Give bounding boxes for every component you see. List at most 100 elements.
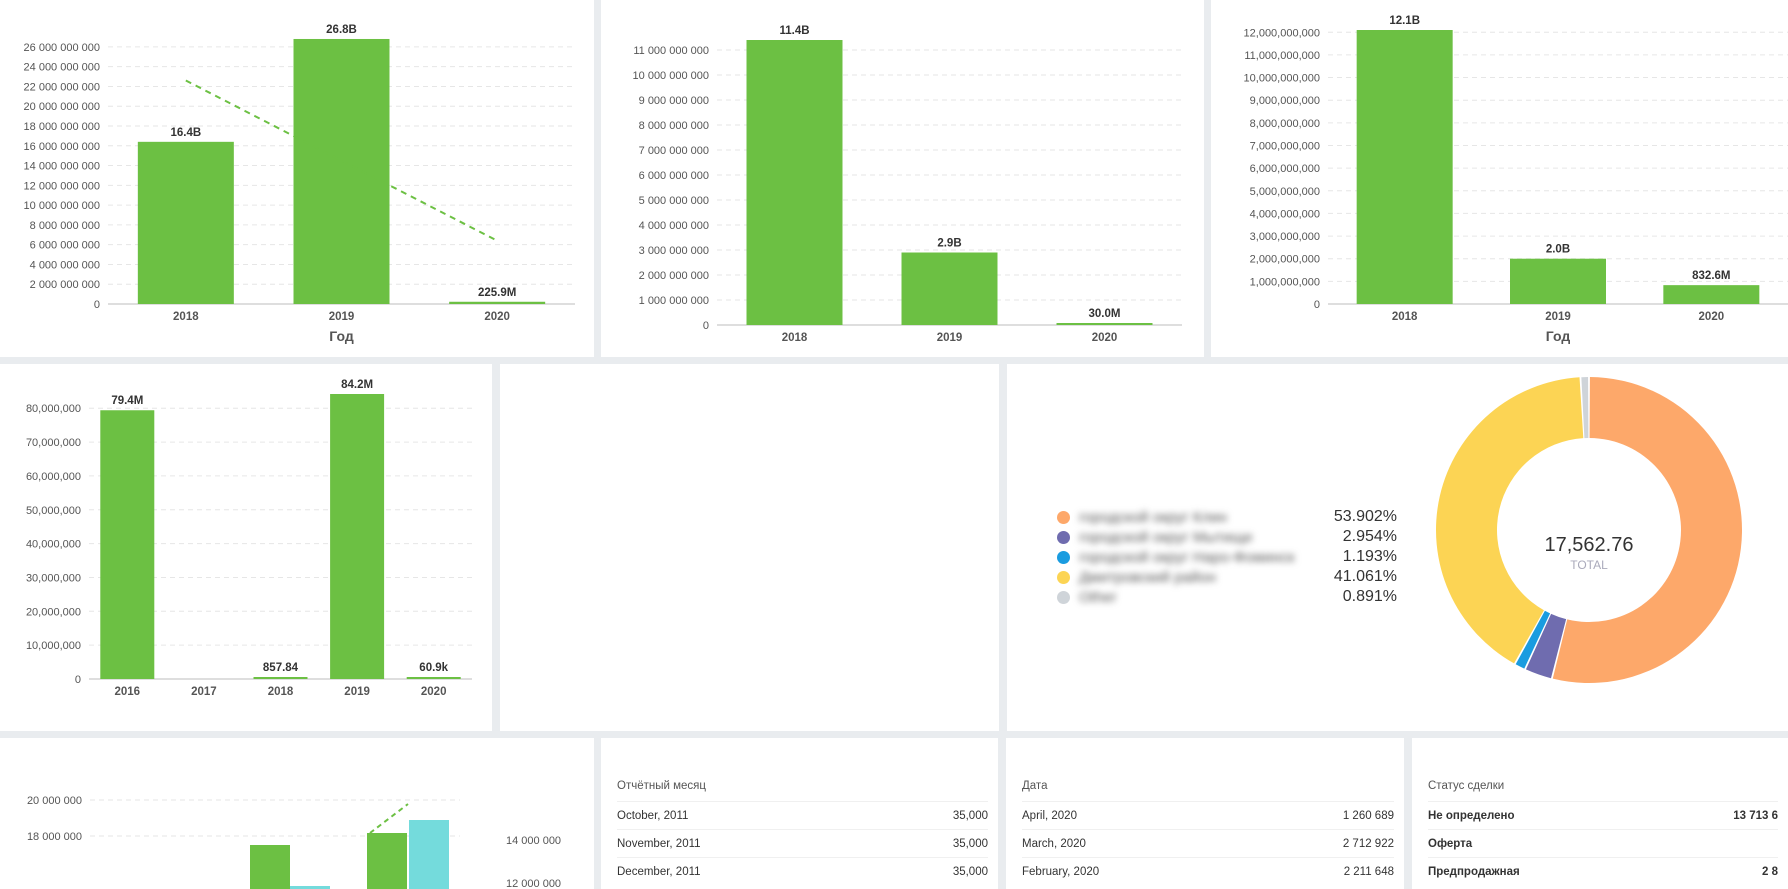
row-value: 35,000 bbox=[952, 810, 988, 822]
table-panel-1: Отчётный месяц October, 2011 35,000 Nove… bbox=[601, 738, 998, 889]
bar bbox=[406, 677, 461, 679]
legend-item[interactable]: Дмитровский район 41.061% bbox=[1057, 568, 1397, 588]
row-label: April, 2020 bbox=[1022, 810, 1077, 822]
y-tick-label: 2 000 000 000 bbox=[639, 270, 709, 282]
bar bbox=[1056, 323, 1153, 325]
data-label: 857.84 bbox=[263, 662, 299, 674]
data-label: 225.9M bbox=[478, 287, 516, 299]
x-tick-label: 2020 bbox=[421, 686, 447, 698]
table-row[interactable]: December, 2011 35,000 bbox=[617, 857, 988, 886]
y-tick-label: 24 000 000 000 bbox=[24, 62, 100, 74]
donut-slice bbox=[1552, 377, 1742, 683]
table-row[interactable]: April, 2020 1 260 689 bbox=[1022, 801, 1394, 830]
y-tick-label: 9 000 000 000 bbox=[639, 95, 709, 107]
table-row[interactable]: March, 2020 2 712 922 bbox=[1022, 829, 1394, 858]
bar bbox=[293, 38, 390, 304]
legend-value: 53.902% bbox=[1333, 508, 1397, 525]
table-row[interactable]: November, 2011 35,000 bbox=[617, 829, 988, 858]
legend-item[interactable]: городской округ Наро-Фоминск 1.193% bbox=[1057, 548, 1397, 568]
y-tick-label: 5,000,000,000 bbox=[1250, 186, 1320, 198]
y-tick-label: 22 000 000 000 bbox=[24, 81, 100, 93]
chart-panel-1: 0 2 000 000 000 4 000 000 000 6 000 000 000… bbox=[0, 0, 594, 357]
table-header[interactable]: Дата bbox=[1022, 780, 1048, 792]
legend-item[interactable]: городской округ Мытищи 2.954% bbox=[1057, 528, 1397, 548]
table-row[interactable]: February, 2020 2 211 648 bbox=[1022, 857, 1394, 886]
data-label: 26.8B bbox=[326, 24, 357, 36]
chart-panel-2: 0 1 000 000 000 2 000 000 000 3 000 000 000… bbox=[601, 0, 1204, 357]
y-tick-label: 1 000 000 000 bbox=[639, 295, 709, 307]
bar bbox=[137, 141, 234, 304]
data-label: 30.0M bbox=[1089, 308, 1121, 320]
legend-dot-1 bbox=[1057, 531, 1070, 544]
trend-line bbox=[185, 79, 498, 242]
data-label: 2.0B bbox=[1546, 244, 1570, 256]
y-tick-label: 16 000 000 000 bbox=[24, 141, 100, 153]
bar bbox=[409, 820, 449, 889]
legend-label: городской округ Клин bbox=[1079, 509, 1228, 526]
y-tick-label: 12 000 000 000 bbox=[24, 180, 100, 192]
y-tick-label: 10 000 000 000 bbox=[24, 200, 100, 212]
y-tick-label: 3 000 000 000 bbox=[639, 245, 709, 257]
table-header[interactable]: Статус сделки bbox=[1428, 780, 1505, 792]
row-label: November, 2011 bbox=[617, 838, 701, 850]
row-value: 35,000 bbox=[952, 838, 988, 850]
bar bbox=[1663, 285, 1760, 304]
y-tick-label: 20,000,000 bbox=[26, 606, 81, 618]
legend-item[interactable]: Other 0.891% bbox=[1057, 588, 1397, 608]
bar bbox=[1510, 258, 1606, 304]
row-value: 1 260 689 bbox=[1342, 810, 1394, 822]
table-row[interactable]: Предпродажная 2 8 bbox=[1428, 857, 1778, 886]
bar bbox=[290, 886, 330, 889]
row-value: 2 712 922 bbox=[1342, 838, 1394, 850]
table-row[interactable]: Оферта bbox=[1428, 829, 1778, 858]
bar bbox=[250, 845, 290, 889]
legend-label: городской округ Наро-Фоминск bbox=[1079, 549, 1295, 566]
row-label: October, 2011 bbox=[617, 810, 689, 822]
legend-item[interactable]: городской округ Клин 53.902% bbox=[1057, 508, 1397, 528]
y-tick-label: 20 000 000 000 bbox=[24, 101, 100, 113]
y-tick-label: 6 000 000 000 bbox=[30, 240, 100, 252]
data-label: 60.9k bbox=[419, 662, 448, 674]
x-tick-label: 2020 bbox=[484, 311, 510, 323]
y-tick-label: 18 000 000 bbox=[27, 831, 82, 843]
bar bbox=[449, 301, 546, 304]
y-tick-label: 0 bbox=[1314, 299, 1320, 311]
x-tick-label: 2019 bbox=[344, 686, 370, 698]
legend-label: Дмитровский район bbox=[1079, 569, 1216, 586]
legend-dot-0 bbox=[1057, 511, 1070, 524]
data-label: 79.4M bbox=[111, 395, 143, 407]
y-tick-label: 2 000 000 000 bbox=[30, 279, 100, 291]
y-tick-label: 8,000,000,000 bbox=[1250, 118, 1320, 130]
legend-dot-4 bbox=[1057, 591, 1070, 604]
x-tick-label: 2019 bbox=[1545, 311, 1571, 323]
legend-dot-2 bbox=[1057, 551, 1070, 564]
bar bbox=[100, 410, 155, 679]
bar-chart-1: 0 2 000 000 000 4 000 000 000 6 000 000 000… bbox=[24, 24, 575, 344]
data-label: 2.9B bbox=[937, 238, 961, 250]
chart-panel-3: 0 1,000,000,000 2,000,000,000 3,000,000,000… bbox=[1211, 0, 1788, 357]
y-tick-label: 10,000,000,000 bbox=[1244, 73, 1320, 85]
y-tick-label: 60,000,000 bbox=[26, 471, 81, 483]
table-header[interactable]: Отчётный месяц bbox=[617, 780, 706, 792]
table-row[interactable]: October, 2011 35,000 bbox=[617, 801, 988, 830]
x-tick-label: 2016 bbox=[115, 686, 141, 698]
y-tick-label: 12,000,000,000 bbox=[1244, 27, 1320, 39]
y-tick-label: 2,000,000,000 bbox=[1250, 254, 1320, 266]
data-label: 832.6M bbox=[1692, 270, 1730, 282]
bar bbox=[746, 40, 843, 325]
legend-value: 0.891% bbox=[1342, 588, 1397, 605]
y-tick-label: 0 bbox=[94, 299, 100, 311]
legend-value: 2.954% bbox=[1342, 528, 1397, 545]
data-label: 84.2M bbox=[341, 379, 373, 391]
y-tick-label: 30,000,000 bbox=[26, 572, 81, 584]
total-value: 17,562.76 bbox=[1544, 534, 1634, 556]
donut-slice bbox=[1525, 613, 1567, 679]
row-value: 13 713 6 bbox=[1733, 810, 1778, 822]
y-tick-label: 4 000 000 000 bbox=[639, 220, 709, 232]
data-label: 12.1B bbox=[1389, 15, 1420, 27]
y-tick-label: 18 000 000 000 bbox=[24, 121, 100, 133]
table-row[interactable]: Не определено 13 713 6 bbox=[1428, 801, 1778, 830]
row-value: 2 8 bbox=[1762, 866, 1778, 878]
y-tick-label: 4,000,000,000 bbox=[1250, 208, 1320, 220]
x-tick-label: 2020 bbox=[1699, 311, 1725, 323]
